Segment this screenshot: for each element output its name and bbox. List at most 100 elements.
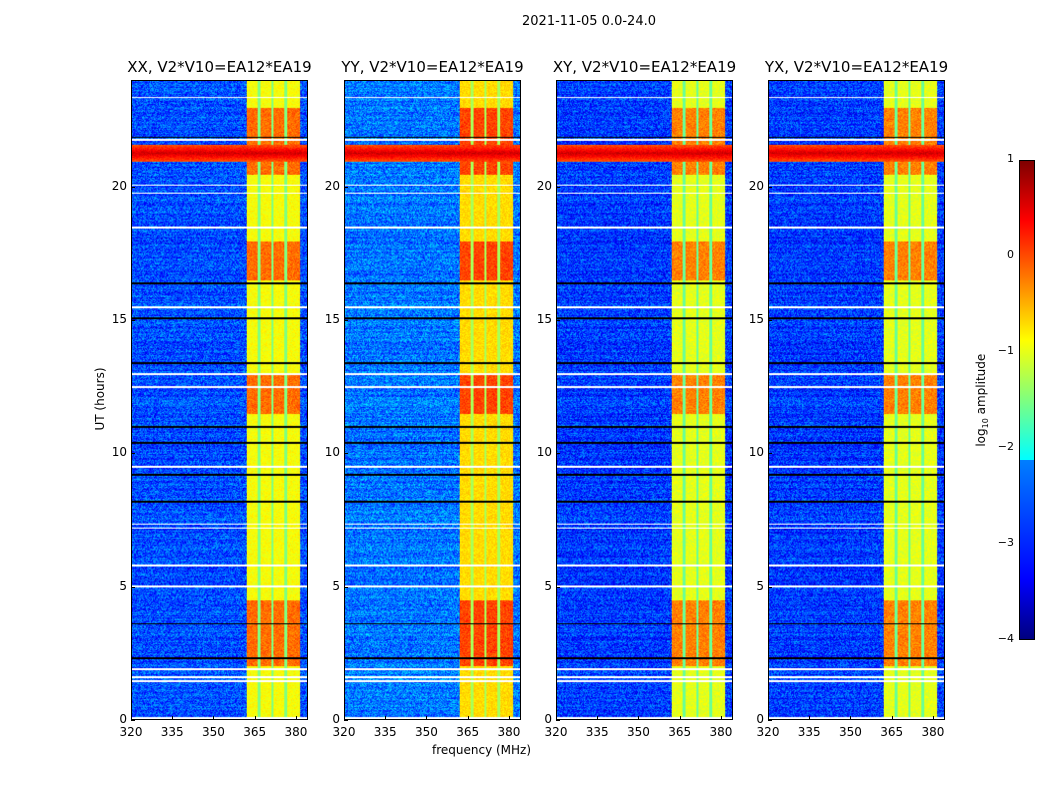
- x-tick-label: 380: [709, 725, 733, 739]
- x-tick-label: 335: [373, 725, 397, 739]
- y-tick-label: 0: [544, 712, 552, 726]
- x-tick-label: 350: [839, 725, 862, 739]
- y-tick-label: 15: [536, 312, 552, 326]
- y-tick-label: 0: [756, 712, 764, 726]
- y-tick-label: 5: [332, 578, 340, 593]
- x-tick-label: 320: [332, 725, 356, 739]
- y-tick-mark: [768, 586, 772, 588]
- x-tick-label: 335: [160, 725, 184, 739]
- x-tick-label: 320: [544, 725, 568, 739]
- y-tick-label: 5: [119, 578, 127, 593]
- x-tick-mark: [850, 716, 852, 720]
- colorbar-tick-label: −3: [997, 536, 1014, 549]
- y-tick-mark: [768, 720, 772, 721]
- x-tick-mark: [679, 716, 681, 720]
- colorbar-tick-label: −2: [997, 440, 1014, 453]
- y-tick-label: 0: [119, 712, 127, 726]
- x-tick-label: 350: [415, 725, 438, 739]
- x-tick-label: 320: [756, 725, 780, 739]
- y-tick-mark: [556, 720, 560, 721]
- x-tick-mark: [131, 716, 132, 720]
- figure-title: 2021-11-05 0.0-24.0: [522, 14, 656, 29]
- x-tick-label: 380: [497, 725, 521, 739]
- heatmap-panel: [556, 80, 733, 720]
- y-tick-label: 20: [324, 178, 340, 193]
- x-tick-label: 350: [202, 725, 225, 739]
- y-tick-mark: [344, 720, 348, 721]
- x-tick-label: 320: [119, 725, 143, 739]
- y-tick-mark: [768, 186, 772, 188]
- x-tick-label: 365: [668, 725, 692, 739]
- colorbar-tick-label: −1: [997, 344, 1014, 357]
- y-tick-mark: [344, 453, 348, 455]
- heatmap-panel: [131, 80, 308, 720]
- y-tick-mark: [344, 186, 348, 188]
- x-tick-label: 335: [797, 725, 821, 739]
- colorbar-tick-label: 0: [1007, 248, 1014, 261]
- y-tick-mark: [556, 586, 560, 588]
- x-tick-label: 365: [880, 725, 904, 739]
- colorbar: [1019, 160, 1035, 640]
- colorbar-tick-label: 1: [1007, 152, 1014, 165]
- x-tick-label: 365: [243, 725, 267, 739]
- panel-title: XY, V2*V10=EA12*EA19: [552, 58, 737, 76]
- x-tick-mark: [426, 716, 428, 720]
- y-tick-label: 20: [536, 178, 552, 193]
- x-tick-mark: [295, 716, 297, 720]
- x-tick-mark: [213, 716, 215, 720]
- y-tick-mark: [556, 320, 560, 321]
- y-tick-label: 10: [111, 445, 127, 460]
- heatmap-image: [132, 81, 307, 719]
- y-tick-mark: [131, 453, 135, 455]
- y-tick-label: 10: [324, 445, 340, 460]
- y-tick-mark: [131, 186, 135, 188]
- x-axis-label: frequency (MHz): [432, 743, 532, 757]
- x-tick-mark: [344, 716, 345, 720]
- x-tick-mark: [720, 716, 722, 720]
- heatmap-panel: [768, 80, 945, 720]
- x-tick-mark: [891, 716, 893, 720]
- y-tick-label: 0: [332, 712, 340, 726]
- y-tick-mark: [131, 720, 135, 721]
- x-tick-mark: [467, 716, 469, 720]
- y-tick-label: 10: [748, 445, 764, 460]
- y-tick-mark: [131, 586, 135, 588]
- x-tick-label: 380: [284, 725, 308, 739]
- y-tick-label: 20: [748, 178, 764, 193]
- colorbar-tick-label: −4: [997, 632, 1014, 645]
- y-tick-mark: [768, 320, 772, 321]
- heatmap-panel: [344, 80, 521, 720]
- y-tick-label: 10: [536, 445, 552, 460]
- heatmap-image: [769, 81, 944, 719]
- x-tick-mark: [597, 716, 599, 720]
- x-tick-label: 350: [627, 725, 650, 739]
- y-tick-label: 15: [748, 312, 764, 326]
- x-tick-mark: [638, 716, 640, 720]
- panel-title: YX, V2*V10=EA12*EA19: [764, 58, 949, 76]
- x-tick-mark: [172, 716, 174, 720]
- y-tick-label: 5: [544, 578, 552, 593]
- x-tick-mark: [385, 716, 387, 720]
- x-tick-mark: [809, 716, 811, 720]
- y-tick-label: 5: [756, 578, 764, 593]
- heatmap-image: [345, 81, 520, 719]
- y-tick-mark: [556, 186, 560, 188]
- y-axis-label: UT (hours): [93, 367, 107, 431]
- x-tick-mark: [768, 716, 769, 720]
- x-tick-mark: [508, 716, 510, 720]
- x-tick-label: 365: [456, 725, 480, 739]
- panel-title: YY, V2*V10=EA12*EA19: [341, 58, 524, 76]
- x-tick-mark: [932, 716, 934, 720]
- y-tick-mark: [131, 320, 135, 321]
- x-tick-label: 380: [921, 725, 945, 739]
- y-tick-label: 20: [111, 178, 127, 193]
- x-tick-mark: [254, 716, 256, 720]
- y-tick-mark: [344, 586, 348, 588]
- y-tick-label: 15: [324, 312, 340, 326]
- x-tick-mark: [556, 716, 557, 720]
- y-tick-mark: [344, 320, 348, 321]
- y-tick-mark: [768, 453, 772, 455]
- heatmap-image: [557, 81, 732, 719]
- panel-title: XX, V2*V10=EA12*EA19: [127, 58, 312, 76]
